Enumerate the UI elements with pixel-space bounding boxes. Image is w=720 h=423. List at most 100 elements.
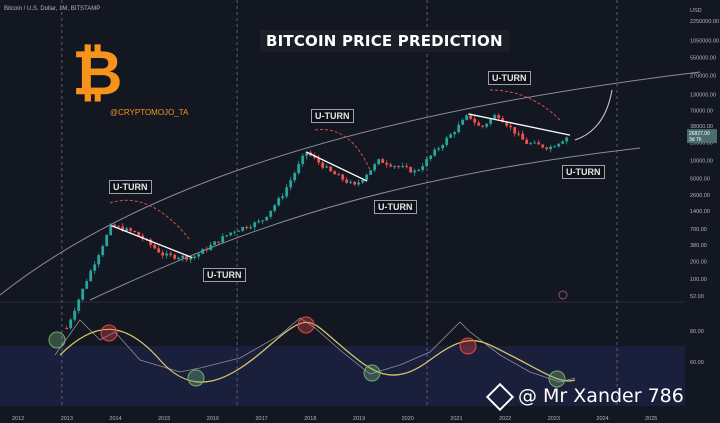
candle-body xyxy=(237,230,241,232)
oscillator-marker-red xyxy=(459,337,477,355)
candle-body xyxy=(401,166,405,168)
candle-body xyxy=(273,205,277,211)
candle-body xyxy=(385,162,389,165)
candle-body xyxy=(553,146,557,148)
candle-body xyxy=(81,288,85,300)
candle-body xyxy=(329,166,333,172)
candle-body xyxy=(317,157,321,163)
candle-body xyxy=(189,257,193,260)
candle-body xyxy=(249,227,253,229)
candle-body xyxy=(397,166,401,168)
author-handle: @CRYPTOMOJO_TA xyxy=(110,108,189,117)
candle-body xyxy=(85,281,89,289)
watermark-icon xyxy=(485,382,515,411)
candle-body xyxy=(257,221,261,223)
x-tick-label: 2025 xyxy=(645,416,657,422)
candle-body xyxy=(453,132,457,135)
candle-body xyxy=(261,220,265,222)
candle-body xyxy=(301,155,305,165)
candle-body xyxy=(157,248,161,253)
candle-body xyxy=(197,253,201,257)
candle-body xyxy=(497,115,501,119)
candle-body xyxy=(221,236,225,243)
candle-body xyxy=(89,270,93,282)
candle-body xyxy=(561,141,565,144)
candle-body xyxy=(225,235,229,237)
x-tick-label: 2012 xyxy=(12,416,24,422)
candle-body xyxy=(245,227,249,229)
y-tick-label: 380.00 xyxy=(690,243,707,249)
candle-body xyxy=(373,164,377,171)
oscillator-marker-green xyxy=(363,364,381,382)
candle-body xyxy=(161,252,165,256)
candle-body xyxy=(505,122,509,126)
candle-body xyxy=(493,115,497,120)
candle-body xyxy=(437,148,441,150)
candle-body xyxy=(565,137,569,142)
oscillator-marker-green xyxy=(48,331,66,349)
candle-body xyxy=(357,182,361,185)
upper-channel-line xyxy=(0,71,701,296)
downtrend-line xyxy=(305,151,368,182)
candle-body xyxy=(381,159,385,163)
candle-body xyxy=(297,164,301,174)
oscillator-marker-red xyxy=(100,324,118,342)
x-tick-label: 2014 xyxy=(109,416,121,422)
y-tick-label: 20000.00 xyxy=(690,141,713,147)
oscillator-marker-green xyxy=(187,369,205,387)
candle-body xyxy=(405,166,409,168)
candle-body xyxy=(253,222,257,228)
watermark-text: @ Mr Xander 786 xyxy=(518,385,684,407)
x-tick-label: 2022 xyxy=(499,416,511,422)
candle-body xyxy=(425,158,429,167)
candle-body xyxy=(441,145,445,149)
current-price-tag xyxy=(687,129,717,144)
candle-body xyxy=(501,118,505,123)
candle-body xyxy=(345,179,349,183)
candle-body xyxy=(537,142,541,145)
candle-body xyxy=(485,123,489,127)
candle-body xyxy=(393,166,397,168)
candle-body xyxy=(525,139,529,144)
y-tick-label: 5000.00 xyxy=(690,176,710,182)
candle-body xyxy=(445,137,449,146)
y-tick-label: 10000.00 xyxy=(690,159,713,165)
projection-curve xyxy=(574,89,613,141)
candle-body xyxy=(409,167,413,173)
candle-body xyxy=(489,119,493,124)
candle-body xyxy=(129,228,133,231)
candle-body xyxy=(173,254,177,259)
candle-body xyxy=(321,162,325,168)
oscillator-marker-green xyxy=(548,370,566,388)
y-tick-label: 270000.00 xyxy=(690,74,716,80)
x-tick-label: 2016 xyxy=(207,416,219,422)
candle-body xyxy=(205,249,209,251)
candle-body xyxy=(337,174,341,176)
osc-y-tick-label: 80.00 xyxy=(690,329,704,335)
candle-body xyxy=(109,224,113,235)
y-tick-label: 52.00 xyxy=(690,294,704,300)
candle-body xyxy=(341,174,345,180)
candle-body xyxy=(417,169,421,171)
y-tick-label: 2250000.00 xyxy=(690,19,719,25)
candle-body xyxy=(217,241,221,243)
candle-body xyxy=(113,224,117,227)
x-tick-label: 2021 xyxy=(450,416,462,422)
candle-body xyxy=(549,146,553,150)
oscillator-line xyxy=(54,317,576,383)
candle-body xyxy=(121,226,125,232)
candle-body xyxy=(213,241,217,245)
candle-body xyxy=(433,149,437,156)
oscillator-marker-red xyxy=(297,316,315,334)
candle-body xyxy=(77,299,81,311)
candle-body xyxy=(73,310,77,320)
candle-body xyxy=(265,216,269,221)
symbol-header: Bitcoin / U.S. Dollar, 1M, BITSTAMP xyxy=(4,6,101,12)
candle-body xyxy=(181,255,185,259)
candle-body xyxy=(293,173,297,181)
candle-body xyxy=(389,164,393,167)
uturn-label-2017: U-TURN xyxy=(311,109,354,123)
candle-body xyxy=(277,198,281,206)
y-tick-label: 70000.00 xyxy=(690,108,713,114)
